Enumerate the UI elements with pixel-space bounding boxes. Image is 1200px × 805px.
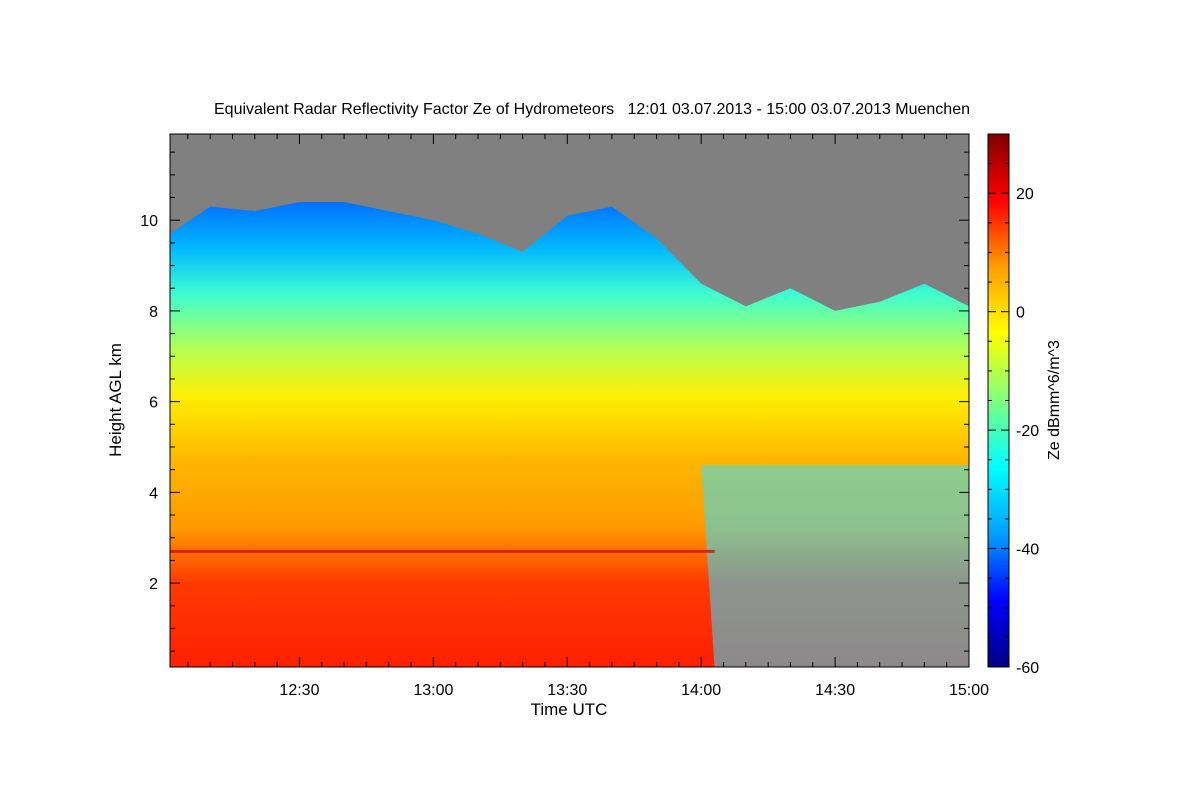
x-axis-label: Time UTC [531,700,608,719]
colorbar-tick-label: -40 [1016,542,1039,559]
colorbar: 20 0 -20 -40 -60 Ze dBmm^6/m^3 [987,133,1063,677]
x-tick-label: 14:00 [681,682,721,699]
x-tick-label: 14:30 [815,682,855,699]
y-tick-label: 10 [140,213,158,230]
y-axis-label: Height AGL km [106,343,125,457]
x-tick-label: 12:30 [279,682,319,699]
colorbar-tick-label: 20 [1016,186,1034,203]
colorbar-ticks: 20 0 -20 -40 -60 [988,133,1039,677]
y-axis: 2 4 6 8 10 [140,151,969,652]
x-axis: 12:30 13:00 13:30 14:00 14:30 15:00 [187,134,989,699]
colorbar-label: Ze dBmm^6/m^3 [1046,340,1063,460]
x-tick-label: 13:30 [547,682,587,699]
colorbar-tick-label: 0 [1016,305,1025,322]
plot-area [170,134,969,667]
y-tick-label: 6 [149,395,158,412]
y-tick-label: 8 [149,304,158,321]
x-tick-label: 13:00 [413,682,453,699]
colorbar-tick-label: -60 [1016,660,1039,677]
x-tick-label: 15:00 [949,682,989,699]
plot-frame [169,133,970,668]
reflectivity-field-tint [701,465,969,667]
y-tick-label: 2 [149,576,158,593]
y-tick-label: 4 [149,485,158,502]
colorbar-tick-label: -20 [1016,423,1039,440]
chart-title: Equivalent Radar Reflectivity Factor Ze … [214,101,970,118]
